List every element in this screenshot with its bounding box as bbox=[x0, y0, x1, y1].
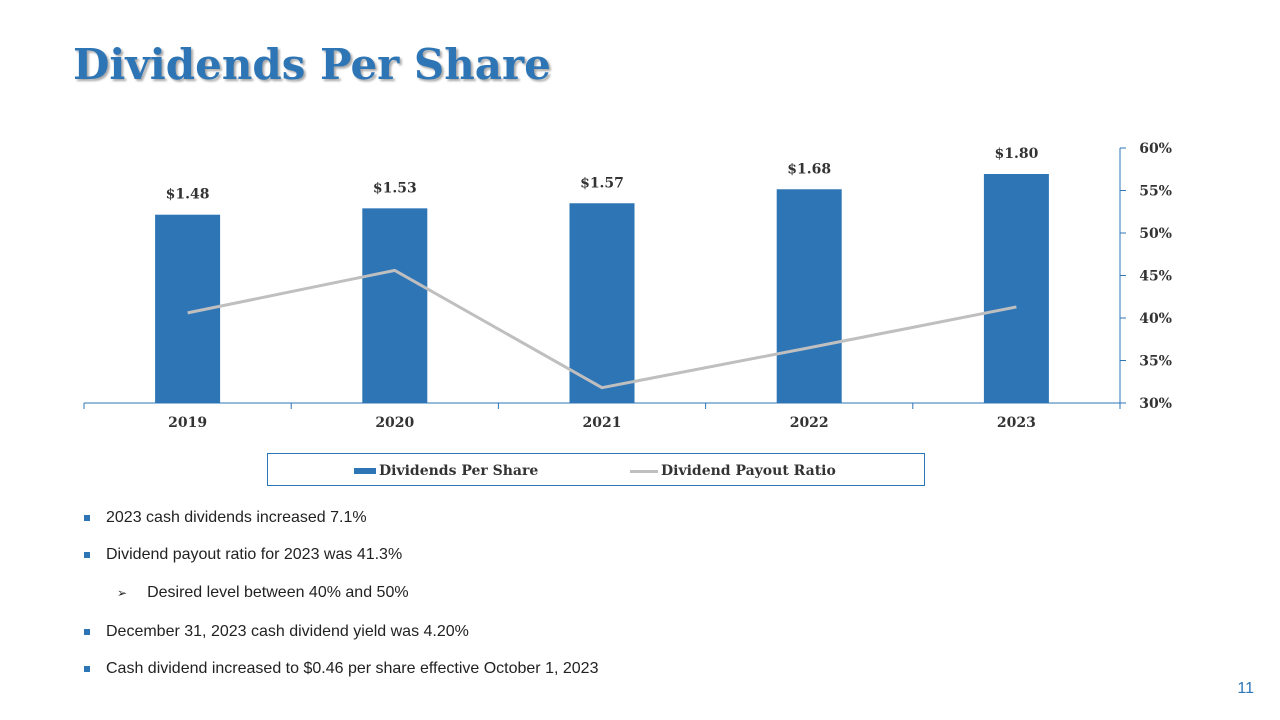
payout-ratio-line bbox=[187, 268, 1017, 390]
bar-label-2022: $1.68 bbox=[787, 161, 831, 177]
bullet-text: Desired level between 40% and 50% bbox=[147, 584, 409, 601]
x-tick-label-2020: 2020 bbox=[375, 415, 414, 431]
chart-legend: Dividends Per Share Dividend Payout Rati… bbox=[267, 453, 925, 486]
bullet-marker bbox=[84, 666, 90, 672]
y2-tick-label-50%: 50% bbox=[1139, 226, 1172, 242]
y2-tick-label-30%: 30% bbox=[1139, 396, 1172, 412]
legend-item-dividends: Dividends Per Share bbox=[354, 463, 538, 479]
x-tick-label-2022: 2022 bbox=[790, 415, 829, 431]
y2-tick-label-55%: 55% bbox=[1139, 184, 1172, 200]
bullet-item: December 31, 2023 cash dividend yield wa… bbox=[84, 623, 469, 641]
bullet-item: Cash dividend increased to $0.46 per sha… bbox=[84, 660, 598, 678]
x-tick-label-2019: 2019 bbox=[168, 415, 207, 431]
bullet-item: Dividend payout ratio for 2023 was 41.3% bbox=[84, 546, 402, 564]
bar-label-2021: $1.57 bbox=[580, 175, 624, 191]
sub-bullet-item: ➢ Desired level between 40% and 50% bbox=[117, 584, 409, 602]
bullet-marker bbox=[84, 629, 90, 635]
dividends-chart: $1.48 2019 $1.53 2020 $1.57 2021 $1.68 2022 $1.8… bbox=[83, 141, 1172, 431]
y2-tick-label-40%: 40% bbox=[1139, 311, 1172, 327]
bar-label-2019: $1.48 bbox=[166, 187, 210, 203]
y2-tick-label-35%: 35% bbox=[1139, 354, 1172, 370]
bullet-text: December 31, 2023 cash dividend yield wa… bbox=[106, 623, 469, 640]
bullet-text: Cash dividend increased to $0.46 per sha… bbox=[106, 660, 599, 677]
slide-title: Dividends Per Share bbox=[73, 40, 551, 89]
bar-2022 bbox=[776, 189, 842, 403]
arrow-bullet-icon: ➢ bbox=[117, 586, 128, 600]
bar-2020 bbox=[362, 208, 428, 403]
legend-swatch-bar bbox=[354, 468, 376, 474]
y2-tick-label-60%: 60% bbox=[1139, 141, 1172, 157]
bullet-item: 2023 cash dividends increased 7.1% bbox=[84, 509, 367, 527]
bar-label-2023: $1.80 bbox=[994, 146, 1038, 162]
legend-label-payout-ratio: Dividend Payout Ratio bbox=[661, 463, 836, 479]
bullet-marker bbox=[84, 552, 90, 558]
bar-2023 bbox=[983, 174, 1049, 403]
bar-2021 bbox=[569, 203, 635, 403]
legend-swatch-line bbox=[630, 469, 658, 473]
x-tick-label-2021: 2021 bbox=[583, 415, 622, 431]
bar-label-2020: $1.53 bbox=[373, 180, 417, 196]
bullet-marker bbox=[84, 515, 90, 521]
legend-label-dividends: Dividends Per Share bbox=[379, 463, 539, 479]
page-number: 11 bbox=[1237, 680, 1254, 697]
x-tick-label-2023: 2023 bbox=[997, 415, 1036, 431]
bullet-text: Dividend payout ratio for 2023 was 41.3% bbox=[106, 546, 403, 563]
y2-tick-label-45%: 45% bbox=[1139, 269, 1172, 285]
bullet-text: 2023 cash dividends increased 7.1% bbox=[106, 509, 367, 526]
legend-item-payout-ratio: Dividend Payout Ratio bbox=[630, 463, 836, 479]
